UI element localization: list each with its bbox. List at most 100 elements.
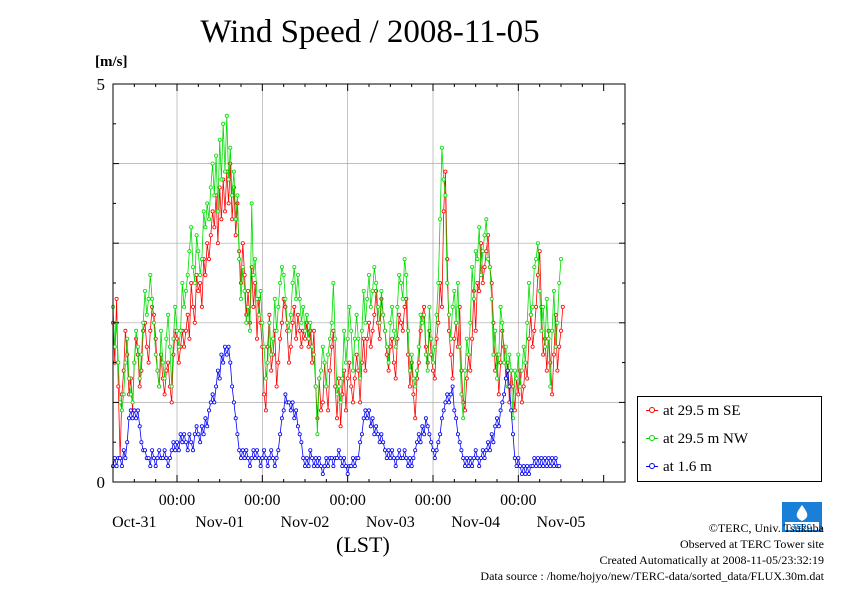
data-point — [518, 464, 523, 469]
data-point — [496, 352, 501, 357]
data-point — [379, 288, 384, 293]
data-point — [527, 471, 532, 476]
data-point — [288, 344, 293, 349]
data-point — [322, 360, 327, 365]
data-point — [519, 471, 524, 476]
series-0 — [111, 161, 565, 461]
data-point — [521, 384, 526, 389]
data-point — [302, 464, 307, 469]
data-point — [324, 456, 329, 461]
data-point — [445, 257, 450, 262]
data-point — [151, 456, 156, 461]
data-point — [445, 392, 450, 397]
data-point — [519, 400, 524, 405]
data-point — [274, 328, 279, 333]
data-point — [413, 384, 418, 389]
data-point — [484, 448, 489, 453]
data-point — [400, 328, 405, 333]
data-point — [265, 464, 270, 469]
data-point — [311, 464, 316, 469]
grid-lines — [113, 84, 625, 482]
data-point — [443, 400, 448, 405]
data-point — [176, 344, 181, 349]
data-point — [368, 304, 373, 309]
legend-swatch-nw — [646, 434, 658, 444]
data-point — [457, 440, 462, 445]
data-point — [221, 360, 226, 365]
data-point — [534, 464, 539, 469]
data-point — [183, 440, 188, 445]
data-point — [148, 272, 153, 277]
data-point — [473, 328, 478, 333]
data-point — [486, 257, 491, 262]
data-point — [521, 344, 526, 349]
data-point — [210, 209, 215, 214]
data-point — [240, 265, 245, 270]
data-point — [480, 249, 485, 254]
data-point — [430, 448, 435, 453]
legend-label-1-6m: at 1.6 m — [663, 458, 712, 475]
plot-frame — [112, 83, 626, 483]
data-point — [525, 320, 530, 325]
data-point — [559, 257, 564, 262]
data-point — [436, 320, 441, 325]
data-point — [162, 392, 167, 397]
data-point — [226, 177, 231, 182]
data-point — [372, 265, 377, 270]
data-point — [427, 304, 432, 309]
data-point — [560, 304, 565, 309]
data-point — [432, 344, 437, 349]
data-point — [125, 440, 130, 445]
data-point — [203, 416, 208, 421]
data-point — [322, 464, 327, 469]
data-point — [333, 336, 338, 341]
data-point — [493, 424, 498, 429]
data-point — [198, 440, 203, 445]
data-point — [429, 440, 434, 445]
data-point — [233, 217, 238, 222]
data-point — [388, 456, 393, 461]
data-point — [308, 320, 313, 325]
legend-label-se: at 29.5 m SE — [663, 402, 741, 419]
data-point — [286, 360, 291, 365]
data-point — [352, 336, 357, 341]
data-point — [134, 328, 139, 333]
data-point — [123, 360, 128, 365]
data-point — [358, 376, 363, 381]
data-point — [544, 296, 549, 301]
data-point — [301, 304, 306, 309]
data-point — [171, 336, 176, 341]
data-point — [482, 265, 487, 270]
data-point — [231, 400, 236, 405]
data-point — [349, 384, 354, 389]
data-point — [414, 440, 419, 445]
data-point — [151, 312, 156, 317]
data-point — [205, 201, 210, 206]
data-point — [295, 424, 300, 429]
data-point — [502, 392, 507, 397]
data-point — [356, 336, 361, 341]
x-date-label: Nov-04 — [451, 514, 500, 531]
data-point — [185, 448, 190, 453]
legend-swatch-se — [646, 406, 658, 416]
data-point — [494, 416, 499, 421]
data-point — [249, 456, 254, 461]
data-point — [370, 288, 375, 293]
data-point — [142, 448, 147, 453]
data-point — [375, 304, 380, 309]
data-point — [450, 376, 455, 381]
data-point — [246, 456, 251, 461]
data-point — [478, 456, 483, 461]
data-point — [510, 432, 515, 437]
data-point — [169, 448, 174, 453]
data-point — [358, 400, 363, 405]
x-date-label: Oct-31 — [112, 514, 156, 531]
data-point — [409, 464, 414, 469]
data-point — [548, 464, 553, 469]
data-point — [365, 296, 370, 301]
data-point — [302, 336, 307, 341]
data-point — [267, 320, 272, 325]
data-point — [470, 336, 475, 341]
series-line-0 — [112, 163, 564, 459]
data-point — [256, 312, 261, 317]
